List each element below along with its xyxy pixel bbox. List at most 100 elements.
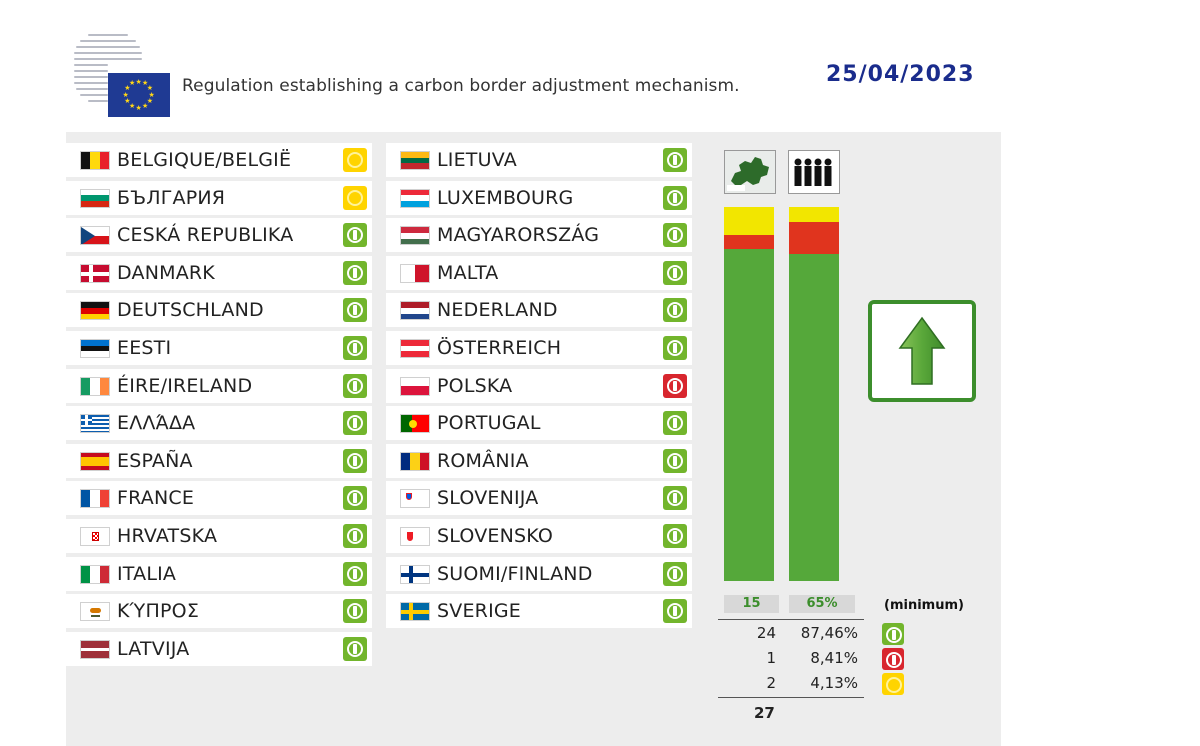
country-row: ΕΛΛΆΔΑ [66,406,372,441]
bar-segment-no [724,234,774,249]
flag-ro-icon [400,451,430,471]
flag-hu-icon [400,226,430,246]
arrow-up-icon [898,316,946,385]
flag-ee-icon [80,339,110,358]
summary-count: 1 [766,649,776,667]
country-row: NEDERLAND [386,293,692,328]
flag-lu-icon [400,188,430,208]
vote-yes-icon [343,486,367,511]
country-name: MALTA [437,261,499,284]
country-row: FRANCE [66,481,372,516]
flag-cy-icon [80,602,110,622]
vote-abstain-icon [343,148,367,172]
bar-segment-yes [724,248,774,581]
flag-be-icon [80,151,110,170]
flag-it-icon [80,564,110,584]
country-row: ÉIRE/IRELAND [66,368,372,403]
country-row: LIETUVA [386,143,692,177]
flag-es-icon [80,451,110,471]
flag-at-icon [400,339,430,358]
eu-flag-icon: ★ ★ ★ ★ ★ ★ ★ ★ ★ ★ ★ ★ [108,73,170,117]
country-name: POLSKA [437,374,513,397]
vote-yes-icon [343,599,367,624]
flag-pt-icon [400,414,430,434]
vote-yes-icon [663,561,687,586]
country-row: SLOVENSKO [386,519,692,553]
country-name: DANMARK [117,261,215,284]
country-row: LATVIJA [66,631,372,666]
country-name: БЪЛГАРИЯ [117,186,226,209]
flag-nl-icon [400,301,430,321]
flag-ie-icon [80,376,110,396]
flag-pl-icon [400,376,430,396]
flag-gr-icon [80,414,110,434]
vote-yes-icon [343,411,367,436]
flag-fi-icon [400,564,430,584]
country-name: PORTUGAL [437,412,541,435]
bar-segment-no [789,222,839,254]
country-row: ESPAÑA [66,443,372,478]
country-name: ΚΎΠΡΟΣ [117,600,200,623]
country-name: ITALIA [117,562,177,585]
country-row: CESKÁ REPUBLIKA [66,218,372,253]
country-name: MAGYARORSZÁG [437,224,600,247]
vote-yes-icon [663,486,687,511]
vote-yes-icon [663,185,687,210]
bar-segment-abstain [724,207,774,235]
country-name: HRVATSKA [117,525,218,547]
country-name: ΕΛΛΆΔΑ [117,412,196,435]
summary-count: 24 [756,624,776,642]
member-states-bar [724,207,774,581]
total-count: 27 [754,704,775,726]
flag-cz-icon [80,226,110,246]
flag-si-icon [400,489,430,509]
country-row: MAGYARORSZÁG [386,218,692,253]
country-name: NEDERLAND [437,299,558,322]
vote-yes-icon [663,298,687,323]
flag-hr-icon [80,527,110,546]
summary-percent: 4,13% [810,674,858,692]
country-name: LIETUVA [437,149,517,171]
country-row: LUXEMBOURG [386,180,692,215]
summary-percent: 8,41% [810,649,858,667]
flag-se-icon [400,602,430,622]
country-row: DEUTSCHLAND [66,293,372,328]
country-row: SUOMI/FINLAND [386,556,692,591]
vote-yes-icon [343,636,367,661]
country-row: POLSKA [386,368,692,403]
vote-yes-icon [663,223,687,248]
country-name: SUOMI/FINLAND [437,562,593,585]
vote-yes-icon [343,336,367,360]
vote-no-icon [663,373,687,398]
summary-count: 2 [766,674,776,692]
country-row: ÖSTERREICH [386,331,692,365]
country-name: ROMÂNIA [437,449,529,472]
country-row: БЪЛГАРИЯ [66,180,372,215]
country-name: ÖSTERREICH [437,337,562,359]
population-bar [789,207,839,581]
minimum-label: (minimum) [884,598,964,613]
states-threshold: 15 [724,595,779,613]
country-name: BELGIQUE/BELGIË [117,149,292,171]
flag-sk-icon [400,527,430,546]
country-row: DANMARK [66,255,372,290]
bar-segment-yes [789,253,839,581]
flag-fr-icon [80,489,110,509]
country-row: BELGIQUE/BELGIË [66,143,372,177]
country-name: FRANCE [117,487,195,510]
flag-dk-icon [80,263,110,283]
country-row: SLOVENIJA [386,481,692,516]
page-title: Regulation establishing a carbon border … [182,76,740,96]
people-icon [788,150,840,194]
vote-date: 25/04/2023 [826,62,975,87]
vote-no-icon [882,648,904,670]
flag-lv-icon [80,639,110,659]
vote-yes-icon [663,599,687,624]
flag-bg-icon [80,188,110,208]
country-name: SVERIGE [437,600,521,623]
summary-percent: 87,46% [800,624,858,642]
vote-abstain-icon [343,185,367,210]
country-name: ESPAÑA [117,449,193,472]
vote-yes-icon [343,561,367,586]
vote-yes-icon [343,260,367,285]
